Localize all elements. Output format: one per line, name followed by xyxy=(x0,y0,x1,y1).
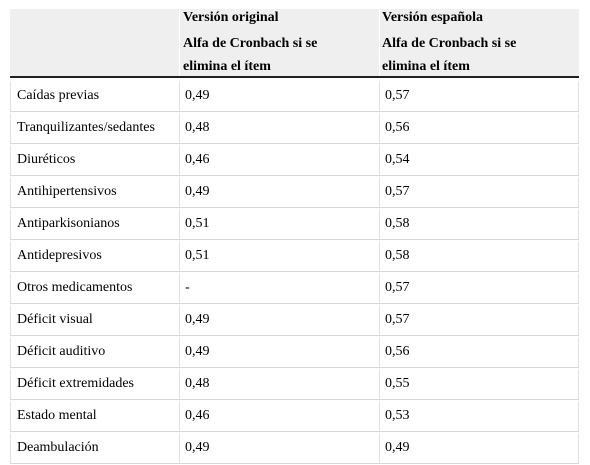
spanish-alpha-cell: 0,57 xyxy=(379,273,579,303)
table-row: Caídas previas 0,49 0,57 xyxy=(10,81,579,112)
original-alpha-cell: - xyxy=(179,273,379,303)
original-alpha-cell: 0,49 xyxy=(179,433,379,463)
table-row: Otros medicamentos - 0,57 xyxy=(10,273,579,304)
header-item-column xyxy=(10,9,179,76)
spanish-alpha-cell: 0,56 xyxy=(379,337,579,367)
spanish-alpha-cell: 0,58 xyxy=(379,209,579,239)
item-cell: Antiparkisonianos xyxy=(10,209,179,239)
table-row: Deambulación 0,49 0,49 xyxy=(10,433,579,464)
spanish-alpha-cell: 0,55 xyxy=(379,369,579,399)
table-row: Déficit auditivo 0,49 0,56 xyxy=(10,337,579,368)
original-alpha-cell: 0,46 xyxy=(179,401,379,431)
spanish-alpha-cell: 0,56 xyxy=(379,113,579,143)
spanish-alpha-cell: 0,57 xyxy=(379,81,579,111)
table-body: Caídas previas 0,49 0,57 Tranquilizantes… xyxy=(10,81,579,464)
header-original-version: Versión original Alfa de Cronbach si se … xyxy=(179,9,379,76)
table-row: Antidepresivos 0,51 0,58 xyxy=(10,241,579,272)
original-alpha-cell: 0,49 xyxy=(179,177,379,207)
table-row: Tranquilizantes/sedantes 0,48 0,56 xyxy=(10,113,579,144)
header-spanish-subtitle-line2: elimina el ítem xyxy=(382,59,470,74)
original-alpha-cell: 0,46 xyxy=(179,145,379,175)
table-row: Antihipertensivos 0,49 0,57 xyxy=(10,177,579,208)
table-row: Estado mental 0,46 0,53 xyxy=(10,401,579,432)
item-cell: Otros medicamentos xyxy=(10,273,179,303)
spanish-alpha-cell: 0,58 xyxy=(379,241,579,271)
spanish-alpha-cell: 0,57 xyxy=(379,177,579,207)
table-row: Diuréticos 0,46 0,54 xyxy=(10,145,579,176)
header-spanish-title: Versión española xyxy=(382,10,484,25)
original-alpha-cell: 0,48 xyxy=(179,113,379,143)
header-original-subtitle-line2: elimina el ítem xyxy=(183,59,271,74)
original-alpha-cell: 0,48 xyxy=(179,369,379,399)
header-spanish-version: Versión española Alfa de Cronbach si se … xyxy=(379,9,579,76)
original-alpha-cell: 0,49 xyxy=(179,305,379,335)
item-cell: Caídas previas xyxy=(10,81,179,111)
item-cell: Deambulación xyxy=(10,433,179,463)
cronbach-alpha-table: Versión original Alfa de Cronbach si se … xyxy=(10,9,579,465)
table-row: Antiparkisonianos 0,51 0,58 xyxy=(10,209,579,240)
header-original-title: Versión original xyxy=(183,10,279,25)
item-cell: Estado mental xyxy=(10,401,179,431)
header-spanish-subtitle-line1: Alfa de Cronbach si se xyxy=(382,36,517,51)
item-cell: Antihipertensivos xyxy=(10,177,179,207)
item-cell: Déficit visual xyxy=(10,305,179,335)
item-cell: Diuréticos xyxy=(10,145,179,175)
header-original-subtitle-line1: Alfa de Cronbach si se xyxy=(183,36,318,51)
item-cell: Antidepresivos xyxy=(10,241,179,271)
table-row: Déficit visual 0,49 0,57 xyxy=(10,305,579,336)
item-cell: Déficit auditivo xyxy=(10,337,179,367)
original-alpha-cell: 0,51 xyxy=(179,209,379,239)
spanish-alpha-cell: 0,57 xyxy=(379,305,579,335)
item-cell: Déficit extremidades xyxy=(10,369,179,399)
table-header: Versión original Alfa de Cronbach si se … xyxy=(10,9,579,78)
table-row: Déficit extremidades 0,48 0,55 xyxy=(10,369,579,400)
original-alpha-cell: 0,49 xyxy=(179,81,379,111)
original-alpha-cell: 0,51 xyxy=(179,241,379,271)
spanish-alpha-cell: 0,54 xyxy=(379,145,579,175)
spanish-alpha-cell: 0,49 xyxy=(379,433,579,463)
item-cell: Tranquilizantes/sedantes xyxy=(10,113,179,143)
original-alpha-cell: 0,49 xyxy=(179,337,379,367)
spanish-alpha-cell: 0,53 xyxy=(379,401,579,431)
